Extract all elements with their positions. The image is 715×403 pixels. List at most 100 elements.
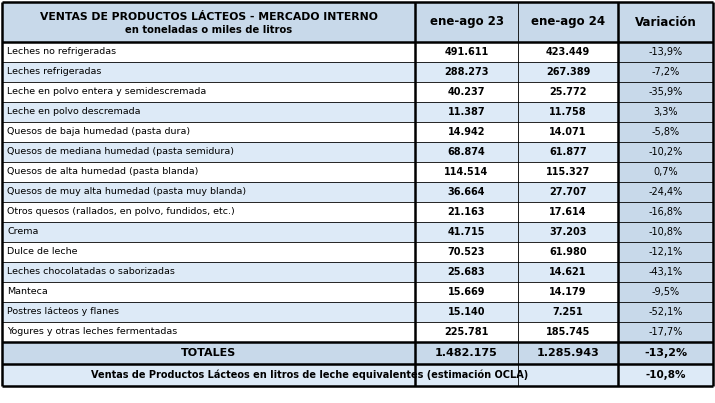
- Text: 41.715: 41.715: [448, 227, 485, 237]
- Text: Otros quesos (rallados, en polvo, fundidos, etc.): Otros quesos (rallados, en polvo, fundid…: [7, 208, 235, 216]
- Bar: [2, 322, 415, 342]
- Text: 288.273: 288.273: [444, 67, 489, 77]
- Text: -24,4%: -24,4%: [649, 187, 683, 197]
- Bar: [518, 2, 618, 42]
- Text: 423.449: 423.449: [546, 47, 590, 57]
- Text: 0,7%: 0,7%: [654, 167, 678, 177]
- Bar: [618, 162, 713, 182]
- Text: Ventas de Productos Lácteos en litros de leche equivalentes (estimación OCLA): Ventas de Productos Lácteos en litros de…: [92, 370, 528, 380]
- Text: 21.163: 21.163: [448, 207, 485, 217]
- Bar: [618, 282, 713, 302]
- Bar: [518, 42, 618, 62]
- Bar: [618, 102, 713, 122]
- Text: 11.758: 11.758: [549, 107, 587, 117]
- Bar: [618, 242, 713, 262]
- Bar: [618, 82, 713, 102]
- Bar: [618, 122, 713, 142]
- Bar: [618, 322, 713, 342]
- Bar: [415, 42, 518, 62]
- Text: 1.285.943: 1.285.943: [537, 348, 599, 358]
- Bar: [618, 342, 713, 364]
- Bar: [518, 142, 618, 162]
- Text: -7,2%: -7,2%: [651, 67, 680, 77]
- Text: 114.514: 114.514: [445, 167, 488, 177]
- Bar: [618, 222, 713, 242]
- Bar: [415, 182, 518, 202]
- Bar: [518, 82, 618, 102]
- Text: en toneladas o miles de litros: en toneladas o miles de litros: [125, 25, 292, 35]
- Bar: [415, 162, 518, 182]
- Bar: [415, 202, 518, 222]
- Text: Quesos de baja humedad (pasta dura): Quesos de baja humedad (pasta dura): [7, 127, 190, 137]
- Bar: [618, 182, 713, 202]
- Bar: [415, 2, 518, 42]
- Bar: [2, 102, 415, 122]
- Bar: [2, 182, 415, 202]
- Bar: [415, 102, 518, 122]
- Bar: [2, 282, 415, 302]
- Text: -13,2%: -13,2%: [644, 348, 687, 358]
- Text: Leches refrigeradas: Leches refrigeradas: [7, 67, 102, 77]
- Text: -17,7%: -17,7%: [649, 327, 683, 337]
- Text: 14.942: 14.942: [448, 127, 485, 137]
- Bar: [415, 342, 518, 364]
- Bar: [415, 122, 518, 142]
- Bar: [2, 2, 415, 42]
- Text: 61.980: 61.980: [549, 247, 587, 257]
- Text: -10,8%: -10,8%: [649, 227, 683, 237]
- Bar: [518, 342, 618, 364]
- Text: 70.523: 70.523: [448, 247, 485, 257]
- Text: ene-ago 24: ene-ago 24: [531, 15, 605, 29]
- Bar: [2, 122, 415, 142]
- Text: 36.664: 36.664: [448, 187, 485, 197]
- Bar: [618, 262, 713, 282]
- Bar: [415, 322, 518, 342]
- Text: -9,5%: -9,5%: [651, 287, 679, 297]
- Text: 3,3%: 3,3%: [654, 107, 678, 117]
- Text: Quesos de mediana humedad (pasta semidura): Quesos de mediana humedad (pasta semidur…: [7, 147, 234, 156]
- Bar: [2, 82, 415, 102]
- Bar: [518, 102, 618, 122]
- Text: TOTALES: TOTALES: [181, 348, 236, 358]
- Bar: [2, 242, 415, 262]
- Text: Variación: Variación: [635, 15, 696, 29]
- Text: -43,1%: -43,1%: [649, 267, 683, 277]
- Text: 115.327: 115.327: [546, 167, 590, 177]
- Bar: [2, 222, 415, 242]
- Bar: [415, 302, 518, 322]
- Bar: [518, 162, 618, 182]
- Bar: [618, 2, 713, 42]
- Text: 7.251: 7.251: [553, 307, 583, 317]
- Text: -5,8%: -5,8%: [651, 127, 679, 137]
- Text: -13,9%: -13,9%: [649, 47, 683, 57]
- Text: 491.611: 491.611: [445, 47, 488, 57]
- Text: 25.683: 25.683: [448, 267, 485, 277]
- Bar: [518, 262, 618, 282]
- Bar: [618, 42, 713, 62]
- Bar: [415, 242, 518, 262]
- Text: 11.387: 11.387: [448, 107, 485, 117]
- Bar: [618, 364, 713, 386]
- Bar: [2, 364, 618, 386]
- Bar: [618, 302, 713, 322]
- Text: -35,9%: -35,9%: [649, 87, 683, 97]
- Text: Crema: Crema: [7, 228, 39, 237]
- Text: 14.071: 14.071: [549, 127, 587, 137]
- Text: 185.745: 185.745: [546, 327, 590, 337]
- Text: Yogures y otras leches fermentadas: Yogures y otras leches fermentadas: [7, 328, 177, 337]
- Bar: [415, 262, 518, 282]
- Bar: [618, 202, 713, 222]
- Text: 17.614: 17.614: [549, 207, 587, 217]
- Text: -12,1%: -12,1%: [649, 247, 683, 257]
- Bar: [518, 222, 618, 242]
- Text: Leche en polvo descremada: Leche en polvo descremada: [7, 108, 141, 116]
- Bar: [2, 62, 415, 82]
- Text: Quesos de muy alta humedad (pasta muy blanda): Quesos de muy alta humedad (pasta muy bl…: [7, 187, 246, 197]
- Text: 225.781: 225.781: [444, 327, 488, 337]
- Bar: [415, 82, 518, 102]
- Text: 267.389: 267.389: [546, 67, 590, 77]
- Text: Leches chocolatadas o saborizadas: Leches chocolatadas o saborizadas: [7, 268, 175, 276]
- Text: 37.203: 37.203: [549, 227, 587, 237]
- Bar: [2, 302, 415, 322]
- Bar: [518, 282, 618, 302]
